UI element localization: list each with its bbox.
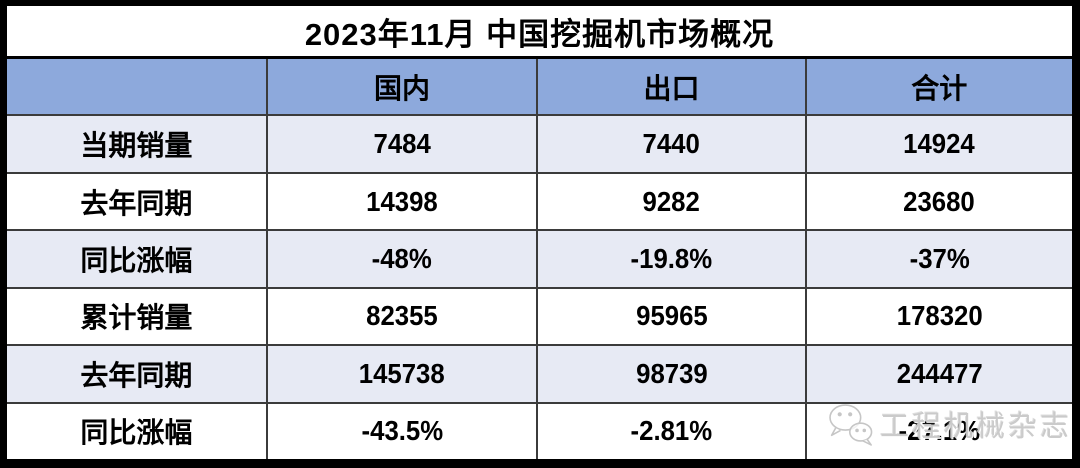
header-row: 国内 出口 合计 — [7, 59, 1072, 115]
header-cell-total: 合计 — [804, 59, 1072, 115]
header-cell-blank — [7, 59, 266, 114]
cell-value: -37% — [909, 242, 970, 274]
table-cell: 145738 — [265, 346, 537, 402]
row-label: 当期销量 — [80, 130, 193, 162]
table-cell: 7440 — [536, 116, 804, 172]
cell-value: 95965 — [635, 300, 708, 332]
cell-value: 14924 — [903, 128, 976, 160]
row-yoy-change: 同比涨幅 -48% -19.8% -37% — [7, 229, 1072, 287]
cell-value: 23680 — [903, 185, 976, 217]
header-cell-export: 出口 — [536, 59, 804, 115]
row-label: 同比涨幅 — [80, 417, 193, 449]
table-cell: 82355 — [265, 288, 537, 345]
table-cell: 7484 — [265, 116, 537, 172]
table-cell: 95965 — [536, 288, 804, 345]
table-title: 2023年11月 中国挖掘机市场概况 — [7, 6, 1072, 59]
table-cell: 244477 — [804, 346, 1072, 402]
cell-value: -19.8% — [630, 242, 713, 274]
row-label: 累计销量 — [80, 302, 193, 334]
row-cumulative-yoy-change: 同比涨幅 -43.5% -2.81% -27.1% — [7, 401, 1072, 459]
cell-value: 14398 — [366, 185, 438, 217]
row-current-sales: 当期销量 7484 7440 14924 — [7, 114, 1072, 172]
cell-value: -48% — [371, 242, 433, 274]
cell-value: -2.81% — [630, 415, 713, 447]
table-cell: -37% — [804, 231, 1072, 287]
cell-value: 145738 — [359, 357, 446, 389]
table-cell: 98739 — [536, 346, 804, 402]
cell-value: 244477 — [896, 357, 983, 389]
table-cell: 9282 — [536, 173, 804, 230]
row-cumulative-sales: 累计销量 82355 95965 178320 — [7, 286, 1072, 345]
cell-value: 7440 — [642, 128, 701, 160]
table-cell: 14398 — [265, 173, 537, 230]
cell-value: 9282 — [642, 185, 701, 217]
table-cell: -27.1% — [804, 403, 1072, 459]
cell-value: -27.1% — [898, 415, 981, 447]
cell-value: -43.5% — [361, 415, 443, 447]
header-cell-domestic: 国内 — [265, 59, 537, 115]
cell-value: 7484 — [373, 128, 431, 160]
row-last-year-same-period: 去年同期 14398 9282 23680 — [7, 171, 1072, 230]
row-label: 同比涨幅 — [80, 244, 193, 276]
table-cell: 23680 — [804, 173, 1072, 230]
table-cell: 14924 — [804, 116, 1072, 172]
row-cumulative-last-year: 去年同期 145738 98739 244477 — [7, 344, 1072, 402]
table-cell: 178320 — [804, 288, 1072, 345]
row-label: 去年同期 — [80, 359, 193, 391]
cell-value: 178320 — [896, 300, 983, 332]
table-cell: -2.81% — [536, 403, 804, 459]
table-cell: -48% — [265, 231, 537, 287]
cell-value: 82355 — [366, 300, 438, 332]
cell-value: 98739 — [635, 357, 708, 389]
row-label: 去年同期 — [80, 187, 193, 219]
table-cell: -19.8% — [536, 231, 804, 287]
table-cell: -43.5% — [265, 403, 537, 459]
